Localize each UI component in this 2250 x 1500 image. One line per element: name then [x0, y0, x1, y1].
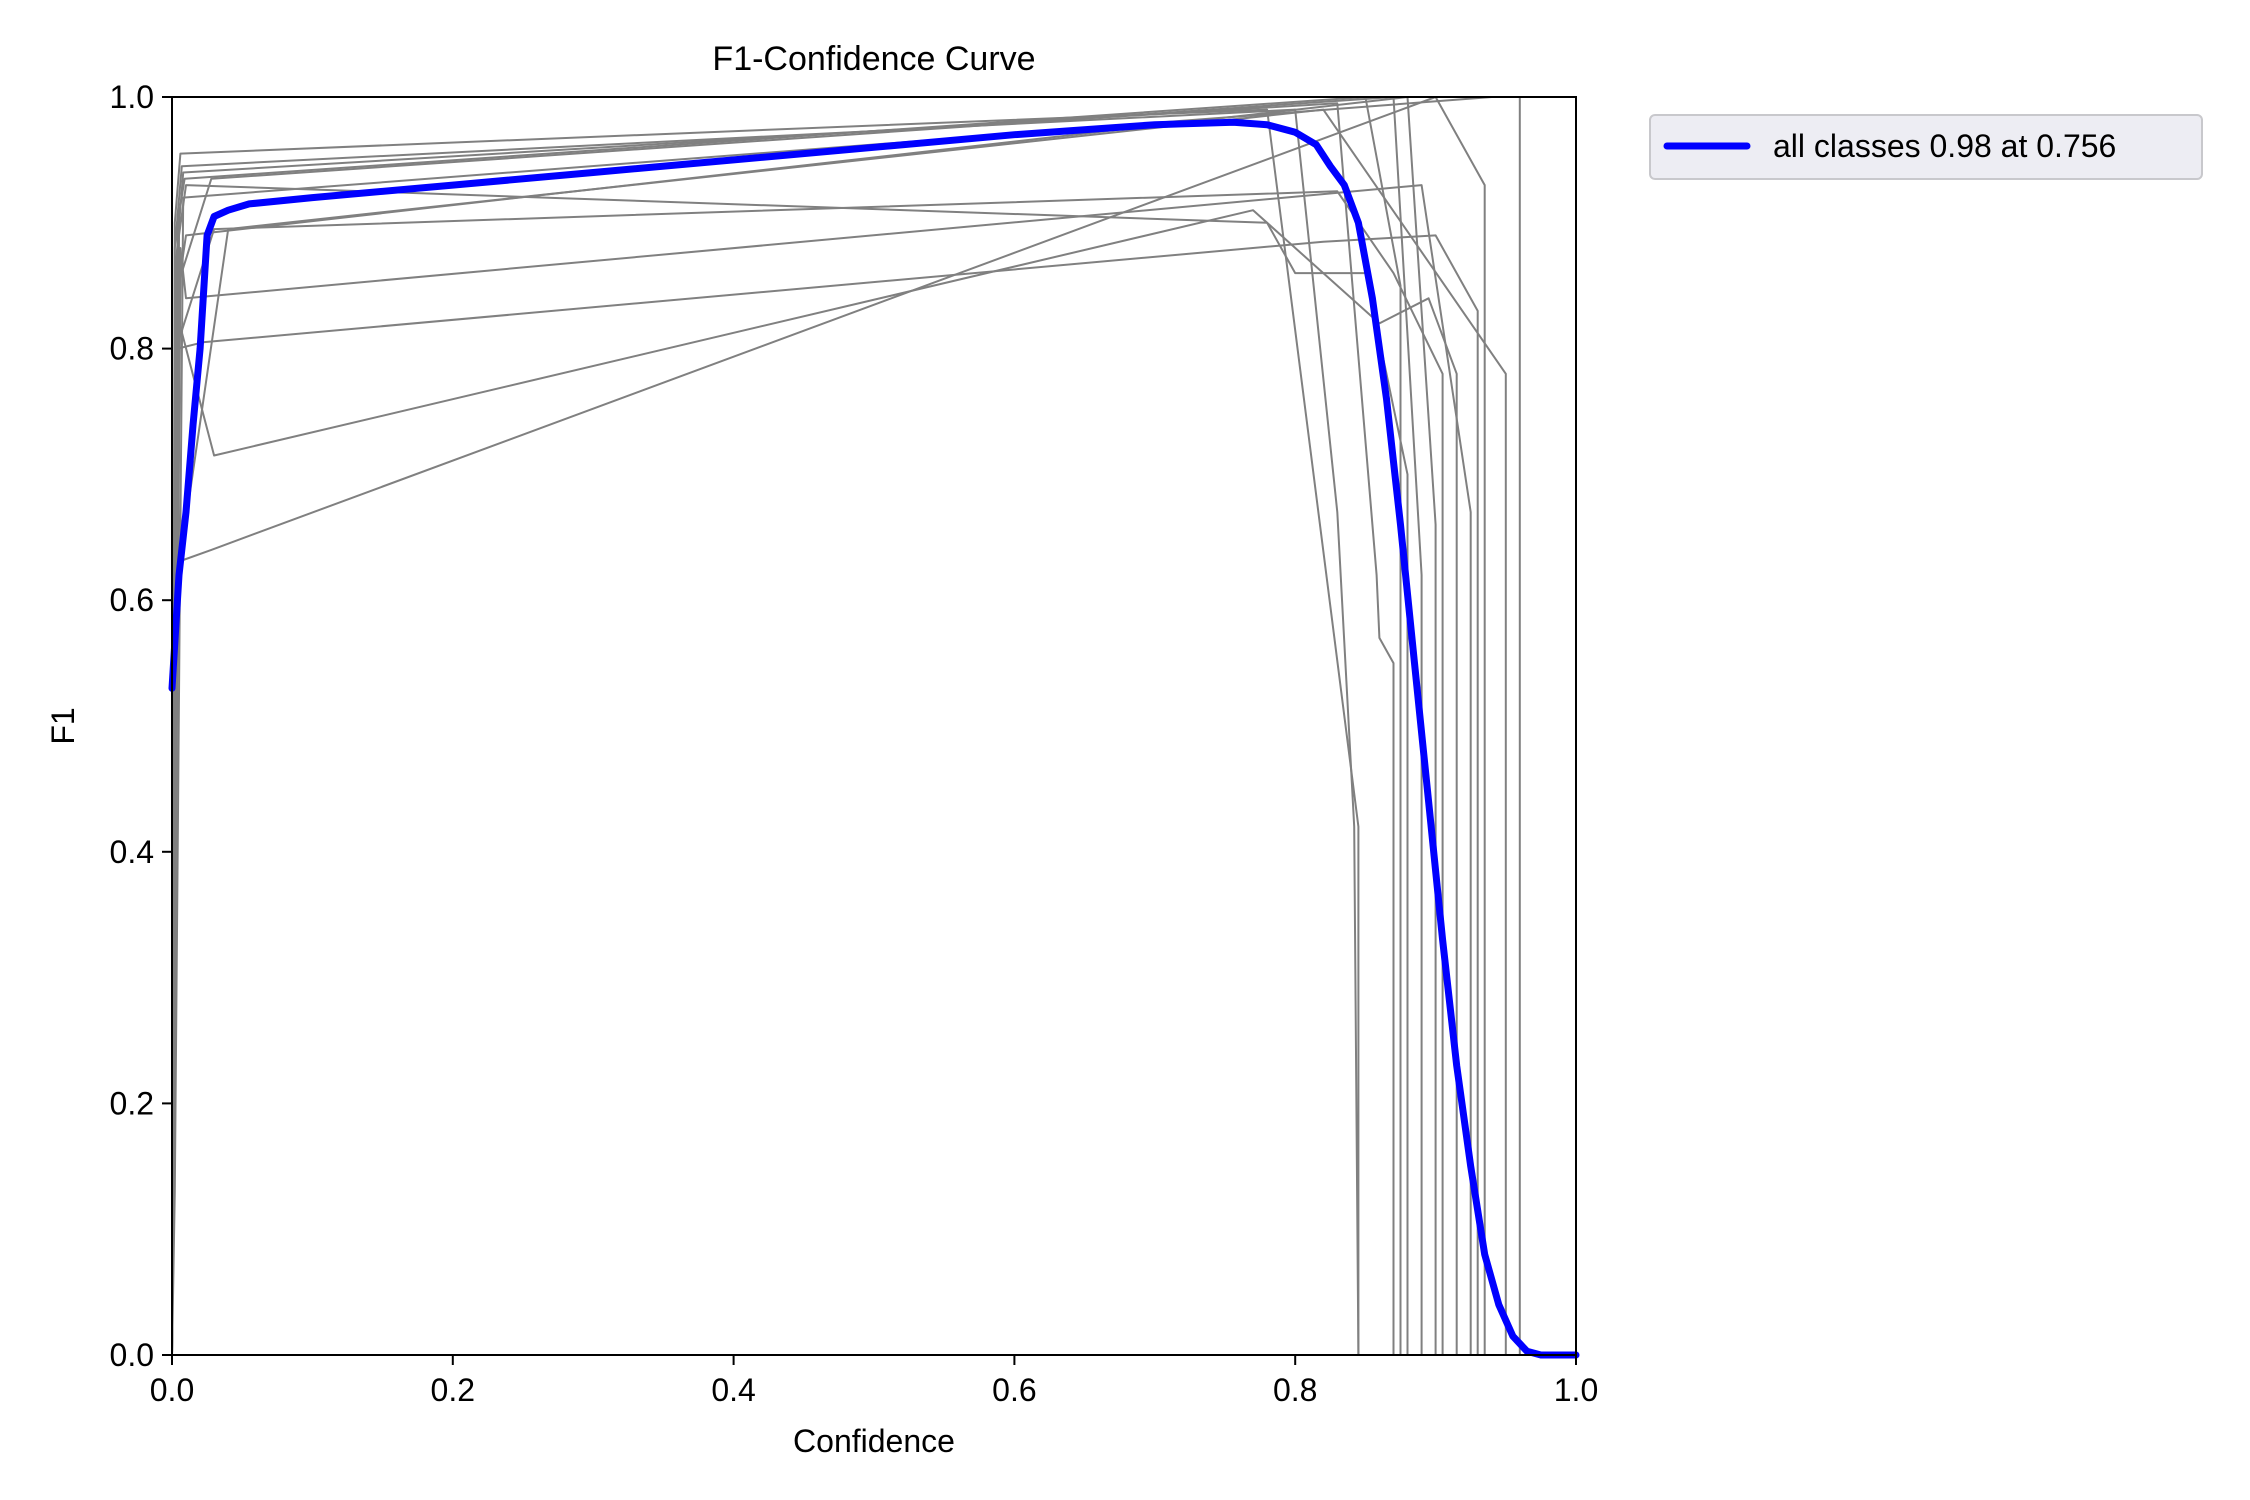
- y-tick-label: 0.2: [110, 1085, 154, 1121]
- x-axis-label: Confidence: [793, 1423, 955, 1459]
- x-tick-label: 0.6: [992, 1372, 1036, 1408]
- x-tick-label: 0.4: [711, 1372, 755, 1408]
- class-curve-2: [171, 108, 1576, 1356]
- x-tick-label: 0.8: [1273, 1372, 1317, 1408]
- class-curve-7: [171, 96, 1576, 1356]
- class-curve-14: [171, 96, 1576, 1356]
- class-curve-11: [171, 234, 1576, 1356]
- y-axis-label: F1: [45, 707, 81, 744]
- x-tick-label: 0.2: [431, 1372, 475, 1408]
- legend-box: [1649, 114, 2203, 180]
- class-curve-3: [171, 102, 1576, 1356]
- class-curve-6: [171, 96, 1576, 1356]
- class-curve-5: [171, 184, 1576, 1356]
- class-curve-1: [171, 108, 1576, 1356]
- class-curve-13: [171, 108, 1576, 1356]
- class-curve-12: [171, 96, 1576, 1356]
- x-axis: 0.0 0.2 0.4 0.6 0.8 1.0: [150, 1355, 1598, 1408]
- y-tick-label: 0.8: [110, 331, 154, 367]
- all-classes-line: [168, 118, 1580, 1359]
- y-tick-label: 0.0: [110, 1337, 154, 1373]
- legend-label: all classes 0.98 at 0.756: [1773, 128, 2116, 164]
- y-tick-label: 0.6: [110, 582, 154, 618]
- legend: all classes 0.98 at 0.756: [1649, 114, 2203, 180]
- class-curve-4: [171, 96, 1576, 1356]
- class-curve-9: [171, 209, 1576, 1356]
- plot-frame: [171, 96, 1577, 1356]
- class-curve-8: [171, 190, 1576, 1356]
- class-curve-10: [171, 184, 1576, 1356]
- aggregate-curve: [168, 118, 1580, 1359]
- x-tick-label: 0.0: [150, 1372, 194, 1408]
- y-tick-label: 1.0: [110, 79, 154, 115]
- x-tick-label: 1.0: [1554, 1372, 1598, 1408]
- y-tick-label: 0.4: [110, 834, 154, 870]
- chart-title: F1-Confidence Curve: [712, 40, 1035, 78]
- y-axis: 0.0 0.2 0.4 0.6 0.8 1.0: [110, 79, 172, 1373]
- class-curves: [171, 96, 1576, 1356]
